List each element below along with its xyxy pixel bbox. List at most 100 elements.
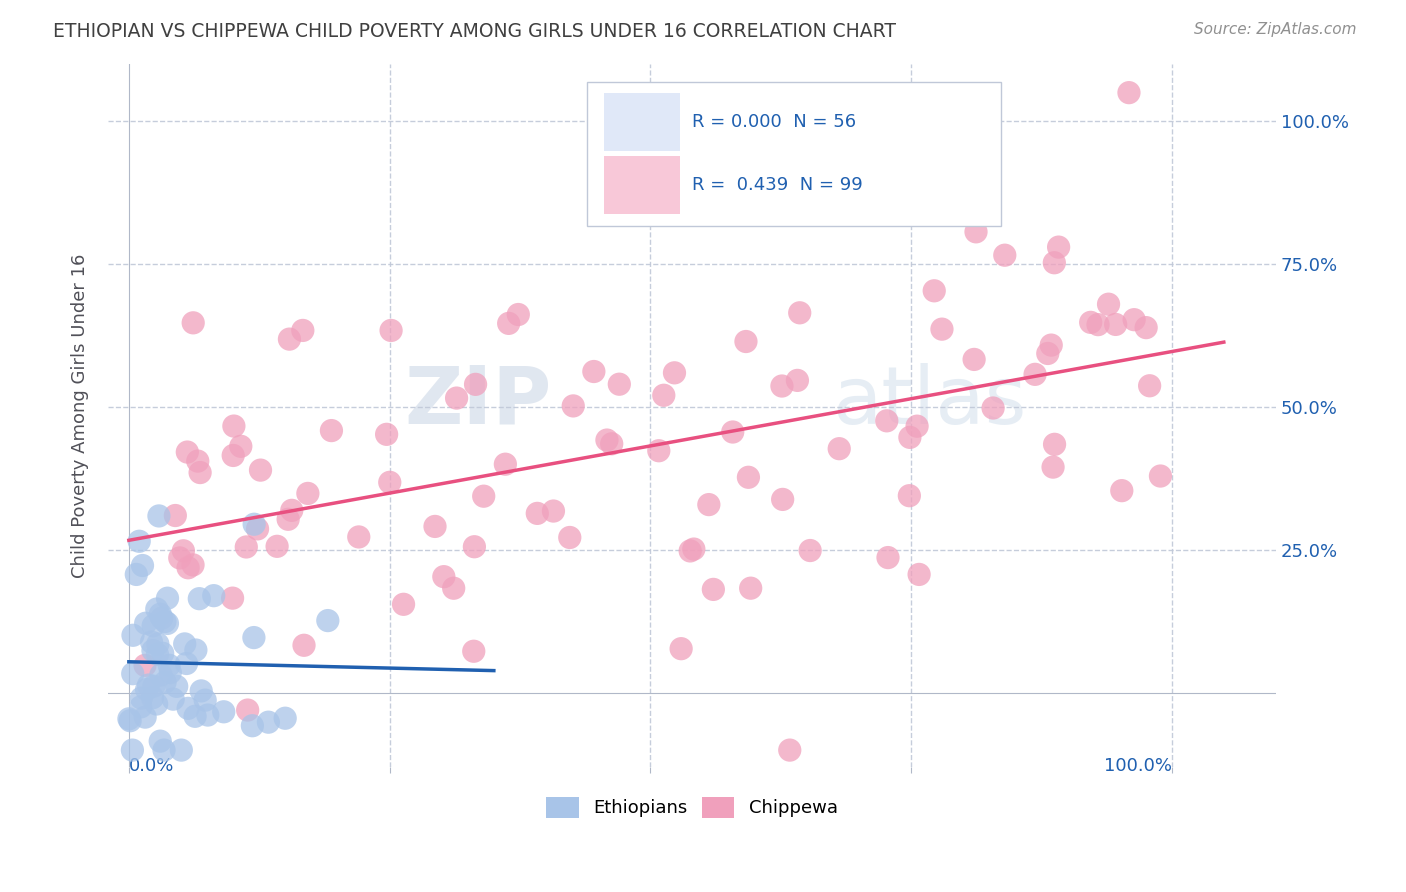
Point <box>181 316 204 330</box>
Point <box>169 550 191 565</box>
Point <box>156 616 179 631</box>
Point <box>508 308 530 322</box>
Point <box>291 323 314 337</box>
Point <box>679 544 702 558</box>
Point <box>1043 256 1066 270</box>
Point <box>153 743 176 757</box>
FancyBboxPatch shape <box>586 82 1001 226</box>
Point <box>152 646 174 660</box>
Point <box>184 709 207 723</box>
Point <box>173 637 195 651</box>
Point <box>600 437 623 451</box>
FancyBboxPatch shape <box>605 156 681 214</box>
Point <box>148 508 170 523</box>
Point <box>648 443 671 458</box>
Text: R =  0.439  N = 99: R = 0.439 N = 99 <box>692 176 863 194</box>
Point <box>221 591 243 606</box>
Point <box>156 591 179 606</box>
Point <box>194 693 217 707</box>
Point <box>981 401 1004 415</box>
Point <box>249 463 271 477</box>
Point <box>380 323 402 337</box>
Point <box>607 377 630 392</box>
Point <box>181 558 204 572</box>
Point <box>392 597 415 611</box>
Point <box>146 648 169 662</box>
Text: ZIP: ZIP <box>405 362 551 441</box>
Point <box>652 388 675 402</box>
Point <box>423 519 446 533</box>
Point <box>735 334 758 349</box>
Point <box>128 534 150 549</box>
Point <box>347 530 370 544</box>
Point <box>1104 318 1126 332</box>
Point <box>898 430 921 444</box>
Point <box>963 352 986 367</box>
Point <box>131 558 153 573</box>
Point <box>669 641 692 656</box>
Point <box>973 133 995 147</box>
Point <box>297 486 319 500</box>
Point <box>176 657 198 671</box>
Text: 0.0%: 0.0% <box>129 757 174 775</box>
Point <box>828 442 851 456</box>
Text: ETHIOPIAN VS CHIPPEWA CHILD POVERTY AMONG GIRLS UNDER 16 CORRELATION CHART: ETHIOPIAN VS CHIPPEWA CHILD POVERTY AMON… <box>53 22 897 41</box>
Point <box>321 424 343 438</box>
Point <box>464 377 486 392</box>
Point <box>799 543 821 558</box>
Text: R = 0.000  N = 56: R = 0.000 N = 56 <box>692 112 856 131</box>
Point <box>543 504 565 518</box>
Point <box>146 602 169 616</box>
Point <box>235 540 257 554</box>
Point <box>188 591 211 606</box>
Point <box>740 581 762 595</box>
Text: atlas: atlas <box>832 362 1026 441</box>
Point <box>162 692 184 706</box>
Point <box>121 666 143 681</box>
Point <box>134 658 156 673</box>
Point <box>222 419 245 434</box>
Point <box>150 611 173 625</box>
Point <box>1139 378 1161 392</box>
Point <box>277 512 299 526</box>
Point <box>153 615 176 629</box>
Point <box>779 743 801 757</box>
Point <box>236 703 259 717</box>
Point <box>149 668 172 682</box>
Point <box>1080 315 1102 329</box>
Point <box>905 419 928 434</box>
Point <box>1024 368 1046 382</box>
Point <box>1097 297 1119 311</box>
Point <box>142 690 165 705</box>
Point <box>737 470 759 484</box>
Point <box>1047 240 1070 254</box>
Point <box>176 445 198 459</box>
Point <box>188 466 211 480</box>
Point <box>141 635 163 649</box>
Point <box>994 248 1017 262</box>
Point <box>702 582 724 597</box>
Point <box>149 607 172 622</box>
FancyBboxPatch shape <box>605 93 681 151</box>
Point <box>281 503 304 517</box>
Point <box>121 743 143 757</box>
Point <box>558 531 581 545</box>
Point <box>142 643 165 657</box>
Point <box>446 391 468 405</box>
Point <box>1123 312 1146 326</box>
Point <box>562 399 585 413</box>
Point <box>177 701 200 715</box>
Point <box>243 517 266 532</box>
Point <box>131 691 153 706</box>
Point <box>170 743 193 757</box>
Point <box>463 540 485 554</box>
Point <box>1040 338 1063 352</box>
Point <box>145 697 167 711</box>
Point <box>1135 320 1157 334</box>
Point <box>1036 346 1059 360</box>
Point <box>1087 318 1109 332</box>
Point <box>243 631 266 645</box>
Point <box>786 373 808 387</box>
Point <box>443 581 465 595</box>
Point <box>770 379 793 393</box>
